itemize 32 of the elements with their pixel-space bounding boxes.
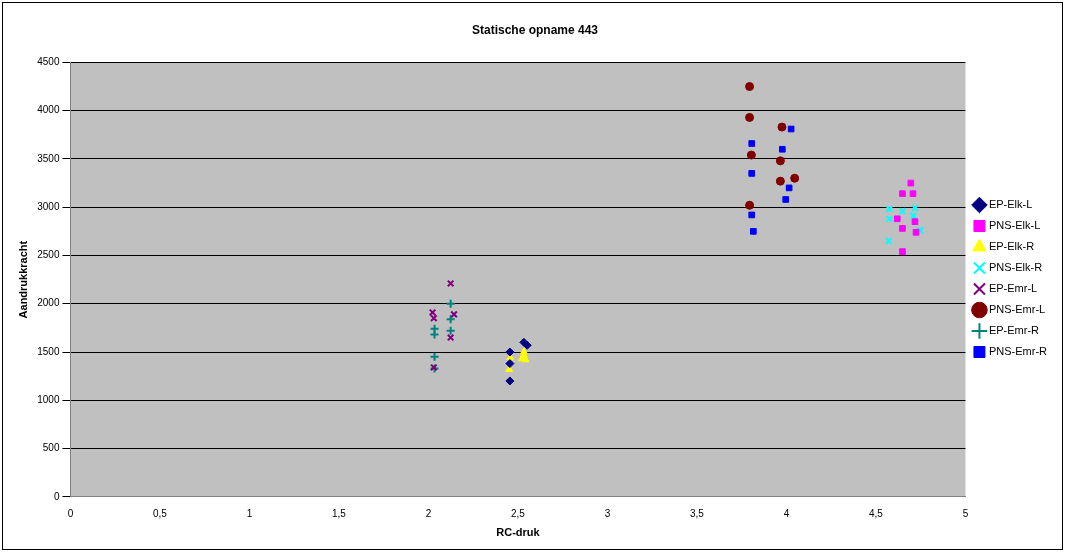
x-tick-label: 0,5 [152, 507, 168, 519]
y-tick-label: 2500 [37, 249, 60, 261]
y-axis-title: Aandrukkracht [16, 240, 29, 319]
legend-label: EP-Elk-L [988, 198, 1033, 211]
legend-label: PNS-Emr-L [988, 303, 1046, 316]
y-tick-label: 0 [53, 490, 60, 502]
y-tick-label: 3500 [37, 152, 60, 164]
x-tick-label: 1 [246, 507, 253, 519]
y-tick-label: 3000 [37, 200, 60, 212]
x-tick-label: 3,5 [690, 507, 705, 519]
x-axis-title: RC-druk [496, 526, 541, 539]
legend-label: EP-Elk-R [988, 240, 1035, 253]
legend-label: PNS-Elk-R [988, 261, 1043, 274]
x-tick-label: 3 [604, 507, 611, 519]
x-tick-label: 0 [67, 507, 74, 519]
y-tick-label: 500 [42, 442, 60, 454]
chart-title: Statische opname 443 [471, 22, 599, 37]
x-tick-label: 2 [425, 507, 432, 519]
x-tick-label: 4 [783, 507, 790, 519]
y-tick-label: 1000 [37, 394, 60, 406]
y-tick-label: 2000 [37, 297, 60, 309]
x-tick-label: 4,5 [869, 507, 884, 519]
x-tick-label: 5 [962, 507, 969, 519]
y-tick-label: 4500 [37, 56, 60, 68]
legend-label: PNS-Elk-L [988, 219, 1041, 232]
x-tick-label: 1,5 [331, 507, 347, 519]
legend-label: PNS-Emr-R [988, 345, 1048, 358]
legend-label: EP-Emr-R [988, 324, 1040, 337]
x-tick-label: 2,5 [510, 507, 526, 519]
y-tick-label: 1500 [37, 345, 60, 357]
y-tick-label: 4000 [37, 104, 60, 116]
legend-label: EP-Emr-L [988, 282, 1038, 295]
